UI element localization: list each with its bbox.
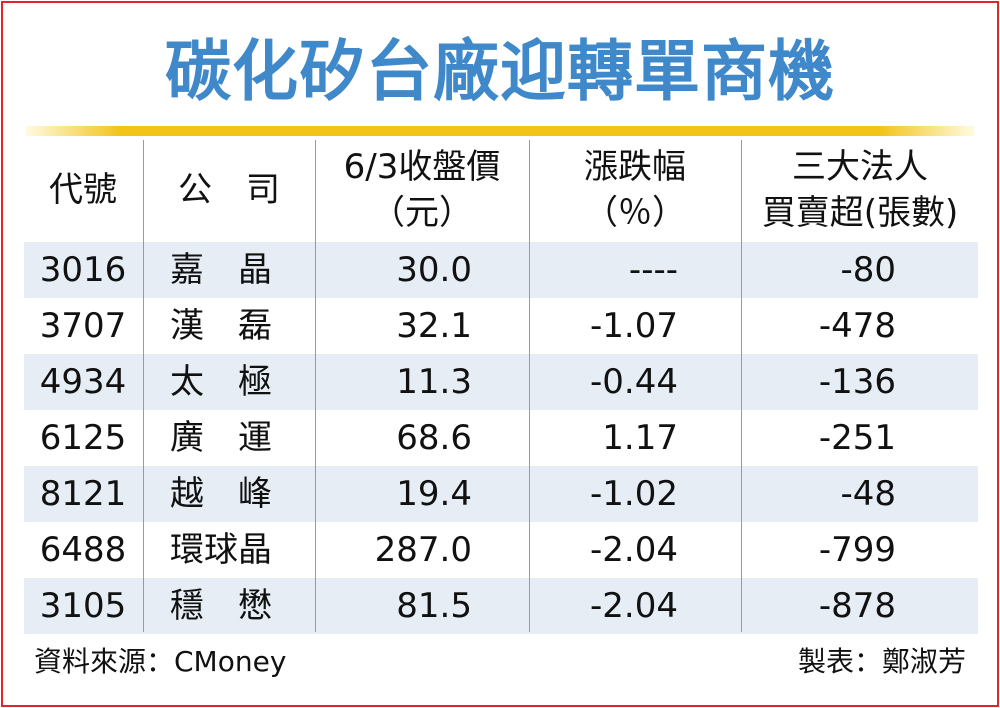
column-divider	[143, 140, 144, 632]
cell-close: 30.0	[396, 250, 472, 290]
header-close: 6/3收盤價 （元）	[316, 140, 528, 240]
cell-company: 越 峰	[170, 474, 272, 514]
column-divider	[529, 140, 530, 632]
cell-close: 68.6	[396, 418, 472, 458]
header-code: 代號	[24, 140, 142, 240]
cell-change: ----	[628, 250, 678, 290]
cell-code: 4934	[39, 362, 127, 402]
cell-code: 3105	[39, 586, 127, 626]
row-shade	[24, 242, 978, 298]
cell-close: 81.5	[396, 586, 472, 626]
cell-net: -478	[818, 306, 896, 346]
header-change-line2: （％）	[584, 193, 686, 233]
table-row: 4934 太 極 11.3 -0.44 -136	[24, 354, 978, 410]
header-company-line1: 公 司	[178, 170, 280, 210]
cell-net: -80	[840, 250, 896, 290]
cell-change: -0.44	[590, 362, 678, 402]
table-row: 3105 穩 懋 81.5 -2.04 -878	[24, 578, 978, 634]
cell-net: -251	[818, 418, 896, 458]
cell-close: 32.1	[396, 306, 472, 346]
header-change-line1: 漲跌幅	[584, 147, 686, 187]
cell-company: 太 極	[170, 362, 272, 402]
column-divider	[741, 140, 742, 632]
cell-company: 環球晶	[170, 530, 272, 570]
author-note: 製表：鄭淑芳	[797, 645, 966, 678]
cell-code: 3016	[39, 250, 127, 290]
header-change: 漲跌幅 （％）	[530, 140, 740, 240]
cell-close: 287.0	[374, 530, 472, 570]
source-note: 資料來源：CMoney	[34, 645, 287, 678]
row-shade	[24, 578, 978, 634]
table-row: 6488 環球晶 287.0 -2.04 -799	[24, 522, 978, 578]
header-net-line1: 三大法人	[792, 147, 928, 187]
cell-net: -878	[818, 586, 896, 626]
cell-net: -799	[818, 530, 896, 570]
cell-net: -48	[840, 474, 896, 514]
cell-change: 1.17	[602, 418, 678, 458]
cell-company: 穩 懋	[170, 586, 272, 626]
header-close-line1: 6/3收盤價	[343, 147, 501, 187]
title-underline	[26, 126, 974, 136]
cell-close: 19.4	[396, 474, 472, 514]
cell-code: 8121	[39, 474, 127, 514]
cell-code: 6125	[39, 418, 127, 458]
table-row: 3016 嘉 晶 30.0 ---- -80	[24, 242, 978, 298]
cell-code: 6488	[39, 530, 127, 570]
cell-company: 嘉 晶	[170, 250, 272, 290]
row-shade	[24, 354, 978, 410]
table-row: 8121 越 峰 19.4 -1.02 -48	[24, 466, 978, 522]
column-divider	[315, 140, 316, 632]
cell-code: 3707	[39, 306, 127, 346]
cell-company: 漢 磊	[170, 306, 272, 346]
header-net-line2: 買賣超(張數)	[761, 193, 959, 233]
header-code-line1: 代號	[49, 170, 117, 210]
row-shade	[24, 466, 978, 522]
cell-close: 11.3	[396, 362, 472, 402]
table-row: 3707 漢 磊 32.1 -1.07 -478	[24, 298, 978, 354]
page-title: 碳化矽台廠迎轉單商機	[165, 33, 835, 110]
cell-change: -2.04	[590, 530, 678, 570]
header-net: 三大法人 買賣超(張數)	[742, 140, 978, 240]
cell-change: -1.02	[590, 474, 678, 514]
cell-net: -136	[818, 362, 896, 402]
cell-change: -1.07	[590, 306, 678, 346]
cell-change: -2.04	[590, 586, 678, 626]
header-company: 公 司	[144, 140, 314, 240]
table-row: 6125 廣 運 68.6 1.17 -251	[24, 410, 978, 466]
cell-company: 廣 運	[170, 418, 272, 458]
header-close-line2: （元）	[371, 193, 473, 233]
